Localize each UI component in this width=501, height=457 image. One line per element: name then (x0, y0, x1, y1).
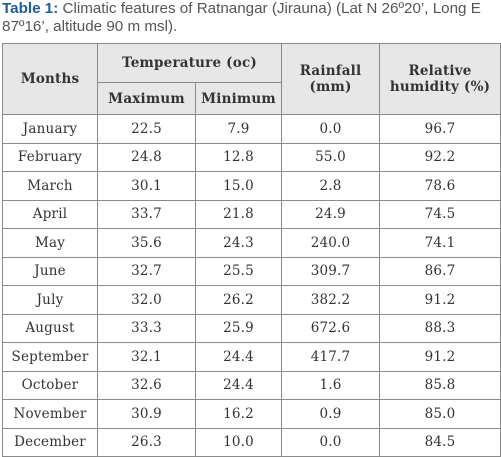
month-cell: November (2, 399, 98, 429)
rainfall-cell: 240.0 (281, 228, 381, 258)
humidity-cell: 74.1 (379, 228, 501, 258)
max-temp-cell: 32.1 (97, 342, 196, 372)
min-temp-cell: 24.4 (194, 370, 283, 400)
table-row: December 26.3 10.0 0.0 84.5 (2, 427, 501, 457)
humidity-cell: 74.5 (379, 199, 501, 229)
table-row: February 24.8 12.8 55.0 92.2 (2, 142, 501, 172)
month-cell: June (2, 256, 98, 286)
min-temp-cell: 25.9 (194, 313, 283, 343)
header-rainfall: Rainfall (mm) (281, 43, 381, 115)
max-temp-cell: 30.1 (97, 171, 196, 201)
header-maximum: Maximum (97, 82, 196, 115)
table-row: March 30.1 15.0 2.8 78.6 (2, 171, 501, 201)
max-temp-cell: 26.3 (97, 427, 196, 457)
header-rainfall-line2: (mm) (309, 79, 352, 95)
rainfall-cell: 55.0 (281, 142, 381, 172)
rainfall-cell: 382.2 (281, 285, 381, 315)
max-temp-cell: 33.3 (97, 313, 196, 343)
max-temp-cell: 32.0 (97, 285, 196, 315)
month-cell: December (2, 427, 98, 457)
table-row: April 33.7 21.8 24.9 74.5 (2, 199, 501, 229)
max-temp-cell: 35.6 (97, 228, 196, 258)
max-temp-cell: 32.7 (97, 256, 196, 286)
min-temp-cell: 15.0 (194, 171, 283, 201)
month-cell: September (2, 342, 98, 372)
rainfall-cell: 417.7 (281, 342, 381, 372)
max-temp-cell: 30.9 (97, 399, 196, 429)
month-cell: January (2, 114, 98, 144)
humidity-cell: 86.7 (379, 256, 501, 286)
caption-label: Table 1: (2, 0, 59, 17)
header-humidity: Relative humidity (%) (379, 43, 501, 115)
header-row-sub: Maximum Minimum (3, 82, 501, 115)
header-rainfall-line1: Rainfall (299, 63, 362, 79)
min-temp-cell: 16.2 (194, 399, 283, 429)
rainfall-cell: 672.6 (281, 313, 381, 343)
month-cell: August (2, 313, 98, 343)
humidity-cell: 85.8 (379, 370, 501, 400)
rainfall-cell: 0.9 (281, 399, 381, 429)
month-cell: October (2, 370, 98, 400)
table-row: July 32.0 26.2 382.2 91.2 (2, 285, 501, 315)
table-row: November 30.9 16.2 0.9 85.0 (2, 399, 501, 429)
min-temp-cell: 10.0 (194, 427, 283, 457)
min-temp-cell: 24.3 (194, 228, 283, 258)
min-temp-cell: 25.5 (194, 256, 283, 286)
header-temperature: Temperature (oc) (96, 43, 283, 83)
max-temp-cell: 32.6 (97, 370, 196, 400)
humidity-cell: 91.2 (379, 342, 501, 372)
month-cell: February (2, 142, 98, 172)
min-temp-cell: 26.2 (194, 285, 283, 315)
max-temp-cell: 22.5 (97, 114, 196, 144)
table-row: June 32.7 25.5 309.7 86.7 (2, 256, 501, 286)
climate-table: Months Temperature (oc) Rainfall (mm) Rel… (2, 43, 501, 457)
month-cell: July (2, 285, 98, 315)
min-temp-cell: 24.4 (194, 342, 283, 372)
month-cell: May (2, 228, 98, 258)
month-cell: March (2, 171, 98, 201)
min-temp-cell: 12.8 (194, 142, 283, 172)
header-humidity-line2: humidity (%) (389, 79, 491, 95)
table-row: May 35.6 24.3 240.0 74.1 (2, 228, 501, 258)
max-temp-cell: 24.8 (97, 142, 196, 172)
caption-text: Climatic features of Ratnangar (Jirauna)… (2, 0, 481, 35)
header-months: Months (2, 43, 98, 115)
rainfall-cell: 1.6 (281, 370, 381, 400)
humidity-cell: 84.5 (379, 427, 501, 457)
max-temp-cell: 33.7 (97, 199, 196, 229)
rainfall-cell: 309.7 (281, 256, 381, 286)
humidity-cell: 85.0 (379, 399, 501, 429)
rainfall-cell: 0.0 (281, 114, 381, 144)
header-humidity-line1: Relative (408, 63, 472, 79)
month-cell: April (2, 199, 98, 229)
rainfall-cell: 24.9 (281, 199, 381, 229)
table-caption: Table 1: Climatic features of Ratnangar … (2, 0, 499, 36)
table-row: August 33.3 25.9 672.6 88.3 (2, 313, 501, 343)
table-row: October 32.6 24.4 1.6 85.8 (2, 370, 501, 400)
humidity-cell: 88.3 (379, 313, 501, 343)
humidity-cell: 78.6 (379, 171, 501, 201)
humidity-cell: 91.2 (379, 285, 501, 315)
table-row: January 22.5 7.9 0.0 96.7 (2, 114, 501, 144)
header-minimum: Minimum (194, 82, 283, 115)
humidity-cell: 92.2 (379, 142, 501, 172)
header-row-top: Months Temperature (oc) Rainfall (mm) Rel… (2, 43, 501, 115)
table-body: January 22.5 7.9 0.0 96.7 February 24.8 12.8 55… (2, 114, 501, 457)
humidity-cell: 96.7 (379, 114, 501, 144)
table-row: September 32.1 24.4 417.7 91.2 (2, 342, 501, 372)
rainfall-cell: 2.8 (281, 171, 381, 201)
table-header: Months Temperature (oc) Rainfall (mm) Rel… (2, 43, 501, 115)
min-temp-cell: 7.9 (194, 114, 283, 144)
min-temp-cell: 21.8 (194, 199, 283, 229)
rainfall-cell: 0.0 (281, 427, 381, 457)
